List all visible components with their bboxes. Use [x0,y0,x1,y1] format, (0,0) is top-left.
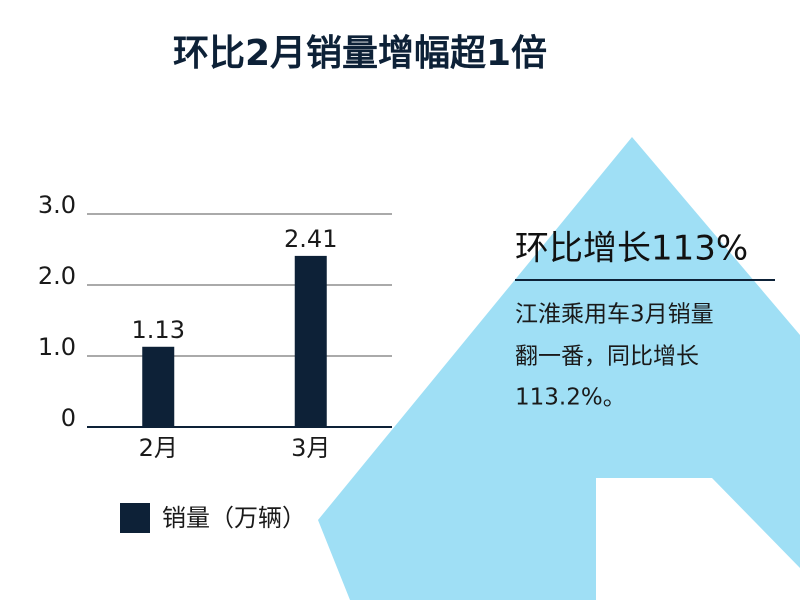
x-tick-label: 3月 [291,434,330,462]
bar [142,346,175,427]
y-tick-label: 3.0 [38,191,76,219]
annotation-heading: 环比增长113% [515,229,748,269]
chart-title: 环比2月销量增幅超1倍 [173,33,547,74]
annotation-line: 113.2%。 [515,385,626,411]
legend-swatch [120,503,150,533]
arrow-decoration [318,137,800,600]
x-tick-label: 2月 [139,434,178,462]
y-tick-label: 1.0 [38,333,76,361]
annotation-line: 江淮乘用车3月销量 [515,302,714,328]
y-tick-label: 2.0 [38,262,76,290]
y-tick-label: 0 [61,404,76,432]
annotation-line: 翻一番，同比增长 [515,344,699,370]
value-label: 2.41 [284,225,337,253]
legend-label: 销量（万辆） [162,504,306,532]
value-label: 1.13 [132,316,185,344]
bar [294,255,327,427]
